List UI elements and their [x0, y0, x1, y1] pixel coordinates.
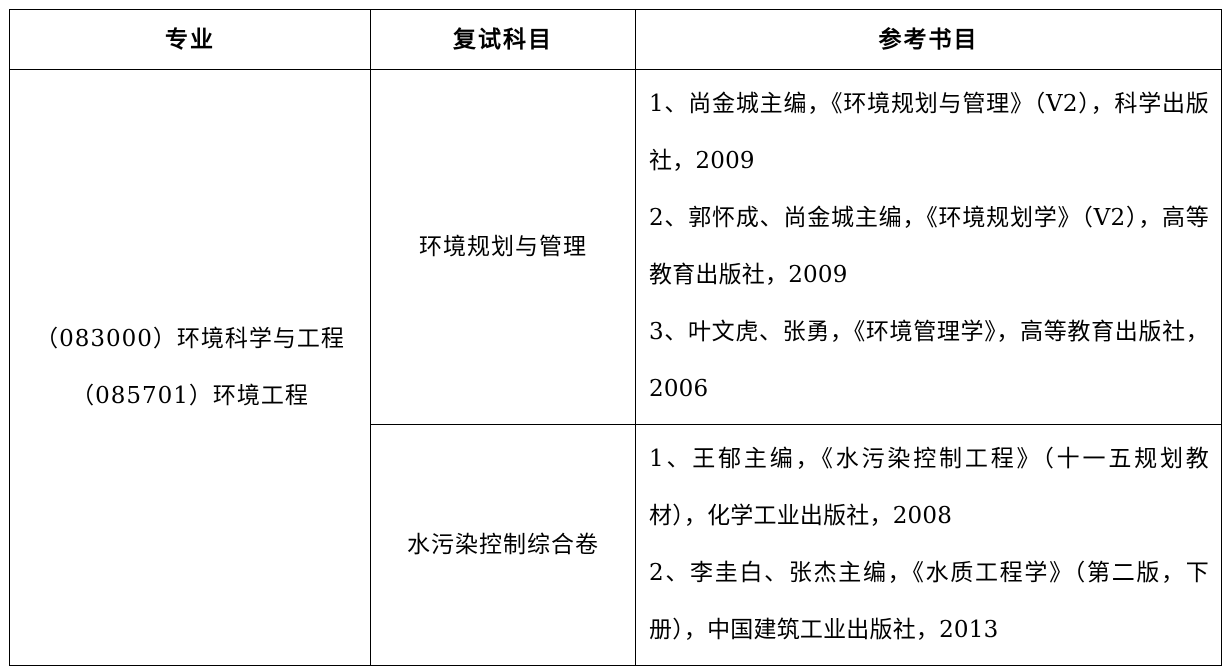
reference-books-table: 专业 复试科目 参考书目 （083000）环境科学与工程 （085701）环境工…: [9, 9, 1222, 666]
column-header-books-label: 参考书目: [878, 25, 979, 53]
subject-label: 水污染控制综合卷: [407, 531, 599, 558]
book-entry: 3、叶文虎、张勇，《环境管理学》，高等教育出版社，2006: [649, 319, 1209, 402]
books-cell: 1、尚金城主编，《环境规划与管理》（V2），科学出版社，2009 2、郭怀成、尚…: [635, 69, 1222, 425]
subject-cell: 环境规划与管理: [370, 69, 636, 425]
book-entry: 1、尚金城主编，《环境规划与管理》（V2），科学出版社，2009: [649, 91, 1209, 174]
major-line-2: （085701）环境工程: [71, 382, 309, 409]
subject-label: 环境规划与管理: [419, 233, 587, 260]
table-row: （083000）环境科学与工程 （085701）环境工程 环境规划与管理 1、尚…: [9, 69, 1222, 666]
books-list: 1、尚金城主编，《环境规划与管理》（V2），科学出版社，2009 2、郭怀成、尚…: [636, 70, 1221, 424]
book-entry: 2、郭怀成、尚金城主编，《环境规划学》（V2），高等教育出版社，2009: [649, 205, 1209, 288]
major-line-1: （083000）环境科学与工程: [35, 325, 345, 352]
book-entry: 2、李圭白、张杰主编，《水质工程学》（第二版，下册），中国建筑工业出版社，201…: [649, 560, 1209, 643]
books-cell: 1、王郁主编，《水污染控制工程》（十一五规划教材），化学工业出版社，2008 2…: [635, 424, 1222, 666]
subject-cell: 水污染控制综合卷: [370, 424, 636, 666]
book-entry: 1、王郁主编，《水污染控制工程》（十一五规划教材），化学工业出版社，2008: [649, 446, 1209, 529]
column-header-books: 参考书目: [635, 9, 1222, 70]
table-header-row: 专业 复试科目 参考书目: [9, 9, 1222, 70]
books-list: 1、王郁主编，《水污染控制工程》（十一五规划教材），化学工业出版社，2008 2…: [636, 425, 1221, 665]
column-header-subject-label: 复试科目: [453, 25, 553, 53]
table-row: 水污染控制综合卷 1、王郁主编，《水污染控制工程》（十一五规划教材），化学工业出…: [10, 424, 1222, 666]
major-cell: （083000）环境科学与工程 （085701）环境工程: [9, 69, 371, 666]
column-header-subject: 复试科目: [370, 9, 636, 70]
column-header-major: 专业: [9, 9, 371, 70]
column-header-major-label: 专业: [165, 25, 215, 53]
major-cell-content: （083000）环境科学与工程 （085701）环境工程: [10, 307, 370, 429]
